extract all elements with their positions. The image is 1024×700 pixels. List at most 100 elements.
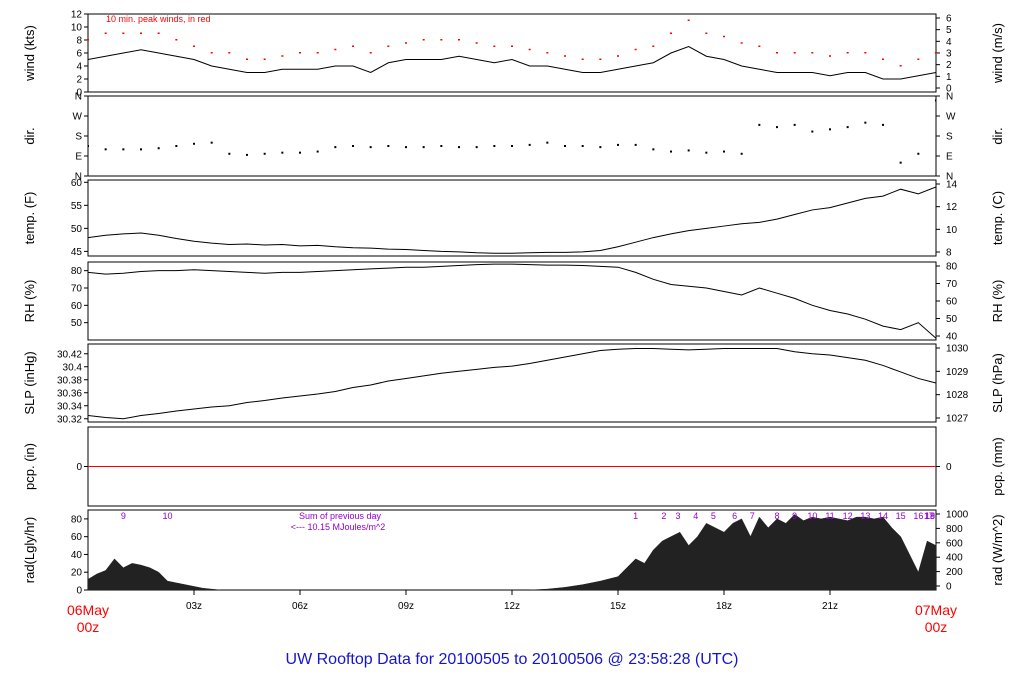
dir-point <box>793 123 796 126</box>
temp-ytick-label: 60 <box>71 178 83 189</box>
dir-point <box>157 147 160 150</box>
wind-peak-point <box>528 48 531 51</box>
wind-series-line <box>88 45 936 80</box>
wind-ytick-right-label: 6 <box>946 14 952 25</box>
rad-hour-marker: 9 <box>792 511 797 521</box>
rad-ytick-right-label: 0 <box>946 582 952 593</box>
rh-ylabel: RH (%) <box>22 280 37 323</box>
slp-frame <box>87 343 937 423</box>
wind-ytick-right-label: 5 <box>946 25 952 36</box>
wind-ytick-label: 8 <box>76 36 82 47</box>
dir-point <box>316 150 319 153</box>
rad-hour-marker: 10 <box>162 511 172 521</box>
wind-ylabel-right: wind (m/s) <box>990 23 1005 84</box>
rad-hour-marker: 4 <box>693 511 698 521</box>
dir-point <box>246 153 248 156</box>
x-tick-label: 18z <box>716 601 732 612</box>
wind-peak-point <box>458 39 460 41</box>
dir-point <box>352 145 354 147</box>
wind-peak-point <box>87 39 89 41</box>
dir-point <box>864 121 867 124</box>
wind-peak-point <box>652 45 655 47</box>
wind-peak-point <box>705 32 708 34</box>
wind-peak-point <box>546 52 549 54</box>
wind-peak-point <box>687 19 690 21</box>
wind-ytick-right-label: 1 <box>946 72 952 83</box>
x-start-hour: 00z <box>77 619 100 635</box>
wind-peak-point <box>634 48 637 51</box>
dir-point <box>740 152 743 155</box>
dir-point <box>369 146 372 149</box>
rad-ytick-label: 20 <box>71 568 83 579</box>
x-tick-label: 15z <box>610 601 626 612</box>
wind-ytick-right-label: 0 <box>946 84 952 95</box>
wind-peak-point <box>899 65 902 67</box>
rad-ytick-label: 60 <box>71 532 83 543</box>
dir-point <box>687 149 690 152</box>
rad-ytick-right-label: 1000 <box>946 510 969 521</box>
rad-hour-marker: 1 <box>633 511 638 521</box>
wind-ytick-label: 2 <box>76 75 82 86</box>
rad-hour-marker: 12 <box>843 511 853 521</box>
footer-title: UW Rooftop Data for 20100505 to 20100506… <box>285 651 739 668</box>
x-tick-label: 21z <box>822 601 838 612</box>
dir-point <box>511 145 513 147</box>
wind-peak-point <box>175 39 178 41</box>
dir-ytick-label: W <box>73 112 83 123</box>
wind-peak-point <box>369 52 372 54</box>
slp-ytick-right-label: 1028 <box>946 390 969 401</box>
dir-point <box>422 146 425 149</box>
dir-ylabel: dir. <box>22 127 37 144</box>
rad-hour-marker: 8 <box>774 511 779 521</box>
rh-ytick-right-label: 80 <box>946 262 958 273</box>
pcp-ylabel: pcp. (in) <box>22 443 37 490</box>
dir-point <box>140 148 142 151</box>
rh-frame <box>87 261 937 341</box>
rad-hour-marker: 17 <box>924 511 934 521</box>
wind-peak-point <box>210 52 213 54</box>
wind-annotation: 10 min. peak winds, in red <box>106 14 211 24</box>
wind-peak-point <box>104 32 107 34</box>
wind-peak-point <box>511 45 513 47</box>
wind-peak-point <box>793 52 796 54</box>
dir-point <box>193 142 195 145</box>
wind-peak-point <box>740 42 743 44</box>
slp-ytick-label: 30.4 <box>63 362 83 373</box>
rad-ytick-right-label: 600 <box>946 538 963 549</box>
wind-ytick-label: 4 <box>76 62 82 73</box>
wind-peak-point <box>670 32 672 34</box>
pcp-ytick-right-label: 0 <box>946 462 952 473</box>
rad-ylabel: rad(Lgly/hr) <box>22 517 37 583</box>
dir-point <box>475 146 478 149</box>
dir-ytick-right-label: E <box>946 152 953 163</box>
wind-peak-point <box>846 52 849 54</box>
rh-ytick-right-label: 60 <box>946 297 958 308</box>
dir-ytick-right-label: S <box>946 132 953 143</box>
temp-ytick-right-label: 14 <box>946 180 958 191</box>
wind-peak-point <box>599 58 602 60</box>
slp-ytick-label: 30.34 <box>57 401 82 412</box>
wind-peak-point <box>299 52 301 54</box>
rad-hour-marker: 14 <box>878 511 888 521</box>
rad-hour-marker: 18 <box>925 511 935 521</box>
rad-annotation-line2: <--- 10.15 MJoules/m^2 <box>291 522 386 532</box>
wind-ytick-label: 6 <box>76 49 82 60</box>
x-tick-label: 03z <box>186 601 202 612</box>
wind-peak-point <box>882 58 884 60</box>
wind-peak-point <box>281 55 284 57</box>
pcp-ytick-label: 0 <box>76 462 82 473</box>
rad-hour-marker: 11 <box>825 511 834 521</box>
temp-ylabel: temp. (F) <box>22 192 37 245</box>
rad-hour-marker: 7 <box>750 511 755 521</box>
dir-ylabel-right: dir. <box>990 127 1005 144</box>
wind-peak-point <box>935 52 937 54</box>
wind-peak-point <box>228 52 231 54</box>
wind-peak-point <box>157 32 160 34</box>
dir-point <box>122 148 125 151</box>
wind-ytick-label: 0 <box>76 88 82 99</box>
dir-ytick-label: E <box>75 152 82 163</box>
dir-point <box>670 150 672 153</box>
dir-point <box>88 145 89 147</box>
wind-peak-point <box>352 45 354 47</box>
slp-ytick-right-label: 1027 <box>946 414 969 425</box>
